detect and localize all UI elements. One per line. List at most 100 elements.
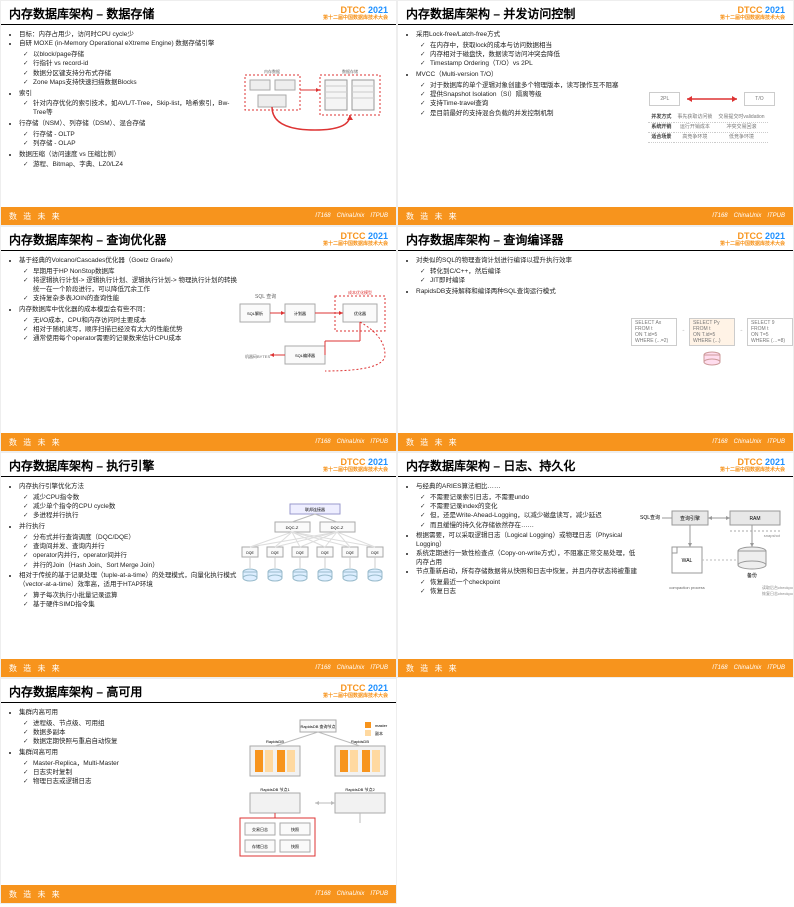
- sub-item: 游程、Bitmap、字典、LZ0/LZ4: [33, 161, 240, 170]
- svg-text:读取后台checkpoint: 读取后台checkpoint: [762, 584, 794, 590]
- sub-item: 并行的Join（Hash Join、Sort Merge Join）: [33, 562, 240, 571]
- bullet-item: 数据压缩（访问速度 vs 压缩比例）游程、Bitmap、字典、LZ0/LZ4: [19, 151, 240, 171]
- footer-slogan: 数 造 未 来: [406, 437, 459, 448]
- bullet-list: 集群内高可用进程级、节点级、可用组数据多副本数据定期快照与重启自动恢复集群间高可…: [7, 709, 240, 787]
- slide-title: 内存数据库架构 – 日志、持久化: [406, 457, 575, 474]
- conference-logo: DTCC 2021 第十二届中国数据库技术大会: [323, 458, 388, 473]
- slide-content: 与经典的ARIES算法相比……不需要记录索引日志，不需要undo不需要记录ind…: [398, 477, 793, 660]
- sub-list: 减少CPU指令数减少单个指令的CPU cycle数多进程并行执行: [19, 494, 240, 521]
- svg-text:WAL: WAL: [682, 558, 693, 564]
- sub-item: 提供Snapshot Isolation（SI）隔离等级: [430, 91, 637, 100]
- conference-logo: DTCC 2021 第十二届中国数据库技术大会: [323, 232, 388, 247]
- title-bar: 内存数据库架构 – 高可用 DTCC 2021 第十二届中国数据库技术大会: [1, 679, 396, 703]
- sub-item: 但，还是Write-Ahead-Logging，以减少磁盘读写，减少延迟: [430, 512, 637, 521]
- diagram-column: 内存数据 数据存储: [240, 29, 390, 204]
- sub-item: 而且缓慢的持久化存储依然存在……: [430, 522, 637, 531]
- footer-sponsors: IT168ChinaUnixITPUB: [712, 213, 785, 219]
- sub-list: 早期用于HP NonStop数据库将逻辑执行计划-> 逻辑执行计划、逻辑执行计划…: [19, 268, 240, 304]
- slide: 内存数据库架构 – 查询优化器 DTCC 2021 第十二届中国数据库技术大会 …: [0, 226, 397, 452]
- bullet-item: 系统定期进行一致性检查点（Copy-on-write方式），不阻塞正常交易处理，…: [416, 550, 637, 568]
- slide: 内存数据库架构 – 查询编译器 DTCC 2021 第十二届中国数据库技术大会 …: [397, 226, 794, 452]
- svg-text:备份: 备份: [747, 572, 757, 579]
- bullet-list: 内存执行引擎优化方法减少CPU指令数减少单个指令的CPU cycle数多进程并行…: [7, 483, 240, 610]
- slide-footer: 数 造 未 来 IT168ChinaUnixITPUB: [1, 885, 396, 903]
- logo-subtitle: 第十二届中国数据库技术大会: [323, 693, 388, 699]
- slide-footer: 数 造 未 来 IT168ChinaUnixITPUB: [1, 659, 396, 677]
- bullet-item: 相对于传统的基于记录处理（tuple-at-a-time）的处理模式，向量化执行…: [19, 572, 240, 610]
- slide-footer: 数 造 未 来 IT168ChinaUnixITPUB: [1, 207, 396, 225]
- conference-logo: DTCC 2021 第十二届中国数据库技术大会: [323, 684, 388, 699]
- bullet-item: 自研 MOXE (in-Memory Operational eXtreme E…: [19, 40, 240, 87]
- logo-subtitle: 第十二届中国数据库技术大会: [323, 241, 388, 247]
- sub-item: 在内存中，获取lock的成本与访问数据相当: [430, 42, 637, 51]
- logo-subtitle: 第十二届中国数据库技术大会: [720, 467, 785, 473]
- sub-list: 不需要记录索引日志，不需要undo不需要记录index的变化但，还是Write-…: [416, 494, 637, 531]
- bullet-item: 集群内高可用进程级、节点级、可用组数据多副本数据定期快照与重启自动恢复: [19, 709, 240, 747]
- sub-list: 对于数据库的单个逻辑对象创建多个物理版本，读写操作互不阻塞提供Snapshot …: [416, 82, 637, 119]
- svg-text:SQL编译器: SQL编译器: [295, 352, 315, 358]
- sub-item: Master-Replica，Multi-Master: [33, 760, 240, 769]
- svg-text:快照: 快照: [291, 843, 299, 849]
- logo-year: 2021: [365, 683, 388, 693]
- logo-name: DTCC: [340, 683, 365, 693]
- sub-item: 相对于随机读写，顺序扫描已经没有太大的性能优势: [33, 326, 240, 335]
- slide-title: 内存数据库架构 – 数据存储: [9, 5, 154, 22]
- slide-title: 内存数据库架构 – 查询优化器: [9, 231, 166, 248]
- sub-item: 多进程并行执行: [33, 512, 240, 521]
- logo-name: DTCC: [737, 231, 762, 241]
- sponsor-logo: ITPUB: [767, 213, 785, 219]
- svg-text:DQE: DQE: [246, 551, 254, 555]
- sponsor-logo: ChinaUnix: [734, 213, 762, 219]
- storage-diagram: 内存数据 数据存储: [240, 70, 390, 160]
- sub-item: 分布式并行查询调度（DQC/DQE）: [33, 534, 240, 543]
- sub-list: 在内存中，获取lock的成本与访问数据相当内存相对于磁盘快，数据读写访问冲突会降…: [416, 42, 637, 69]
- logo-year: 2021: [365, 457, 388, 467]
- sub-list: 算子每次执行小批量记录运算基于硬件SIMD指令集: [19, 592, 240, 610]
- slide: 内存数据库架构 – 日志、持久化 DTCC 2021 第十二届中国数据库技术大会…: [397, 452, 794, 678]
- sponsor-logo: ITPUB: [370, 439, 388, 445]
- text-column: 内存执行引擎优化方法减少CPU指令数减少单个指令的CPU cycle数多进程并行…: [7, 481, 240, 656]
- logo-year: 2021: [365, 231, 388, 241]
- sponsor-logo: ChinaUnix: [337, 213, 365, 219]
- sub-item: 针对内存优化的索引技术，如AVL/T-Tree，Skip-list，哈希索引，B…: [33, 100, 240, 118]
- ha-diagram: RapidsDB 查询节点 master 副本 RapidsDB RapidsD…: [215, 718, 397, 868]
- svg-text:SQL查询: SQL查询: [640, 514, 660, 521]
- sub-list: 恢复最近一个checkpoint恢复日志: [416, 579, 637, 597]
- conference-logo: DTCC 2021 第十二届中国数据库技术大会: [323, 6, 388, 21]
- sub-item: 将逻辑执行计划-> 逻辑执行计划、逻辑执行计划-> 物理执行计划的转换统一在一个…: [33, 277, 240, 295]
- title-bar: 内存数据库架构 – 查询优化器 DTCC 2021 第十二届中国数据库技术大会: [1, 227, 396, 251]
- title-bar: 内存数据库架构 – 查询编译器 DTCC 2021 第十二届中国数据库技术大会: [398, 227, 793, 251]
- sponsor-logo: ChinaUnix: [337, 439, 365, 445]
- bullet-list: 对类似的SQL的物理查询计划进行编译以提升执行效率转化到C/C++，然后编译JI…: [404, 257, 637, 297]
- slide-title: 内存数据库架构 – 执行引擎: [9, 457, 154, 474]
- svg-text:RAM: RAM: [749, 516, 760, 522]
- bullet-list: 采用Lock-free/Latch-free方式在内存中，获取lock的成本与访…: [404, 31, 637, 118]
- sub-item: 转化到C/C++，然后编译: [430, 268, 637, 277]
- conference-logo: DTCC 2021 第十二届中国数据库技术大会: [720, 232, 785, 247]
- logo-subtitle: 第十二届中国数据库技术大会: [323, 15, 388, 21]
- logo-year: 2021: [762, 5, 785, 15]
- sponsor-logo: IT168: [712, 665, 727, 671]
- sub-item: 恢复日志: [430, 588, 637, 597]
- sponsor-logo: ITPUB: [370, 891, 388, 897]
- sub-list: Master-Replica，Multi-Master日志实时复制物理日志或逻辑…: [19, 760, 240, 787]
- sub-item: 通常使用每个operator需要的记录数来估计CPU成本: [33, 335, 240, 344]
- logo-name: DTCC: [340, 231, 365, 241]
- slide-footer: 数 造 未 来 IT168ChinaUnixITPUB: [398, 207, 793, 225]
- svg-text:DQE: DQE: [321, 551, 329, 555]
- slide: 内存数据库架构 – 数据存储 DTCC 2021 第十二届中国数据库技术大会 目…: [0, 0, 397, 226]
- conference-logo: DTCC 2021 第十二届中国数据库技术大会: [720, 458, 785, 473]
- footer-slogan: 数 造 未 来: [9, 437, 62, 448]
- footer-sponsors: IT168ChinaUnixITPUB: [315, 213, 388, 219]
- slide-footer: 数 造 未 来 IT168ChinaUnixITPUB: [1, 433, 396, 451]
- svg-text:恢复日志checkpoint: 恢复日志checkpoint: [762, 590, 794, 596]
- sub-list: 转化到C/C++，然后编译JIT即时编译: [416, 268, 637, 286]
- slide-content: 目标：内存占用少，访问时CPU cycle少自研 MOXE (in-Memory…: [1, 25, 396, 208]
- svg-text:RapidsDB 节点1: RapidsDB 节点1: [260, 786, 290, 792]
- footer-slogan: 数 造 未 来: [9, 211, 62, 222]
- svg-text:RapidsDB 查询节点: RapidsDB 查询节点: [300, 723, 335, 729]
- svg-text:SQL 查询: SQL 查询: [255, 293, 276, 300]
- svg-text:计划器: 计划器: [294, 310, 306, 316]
- text-column: 对类似的SQL的物理查询计划进行编译以提升执行效率转化到C/C++，然后编译JI…: [404, 255, 637, 430]
- sponsor-logo: ITPUB: [370, 665, 388, 671]
